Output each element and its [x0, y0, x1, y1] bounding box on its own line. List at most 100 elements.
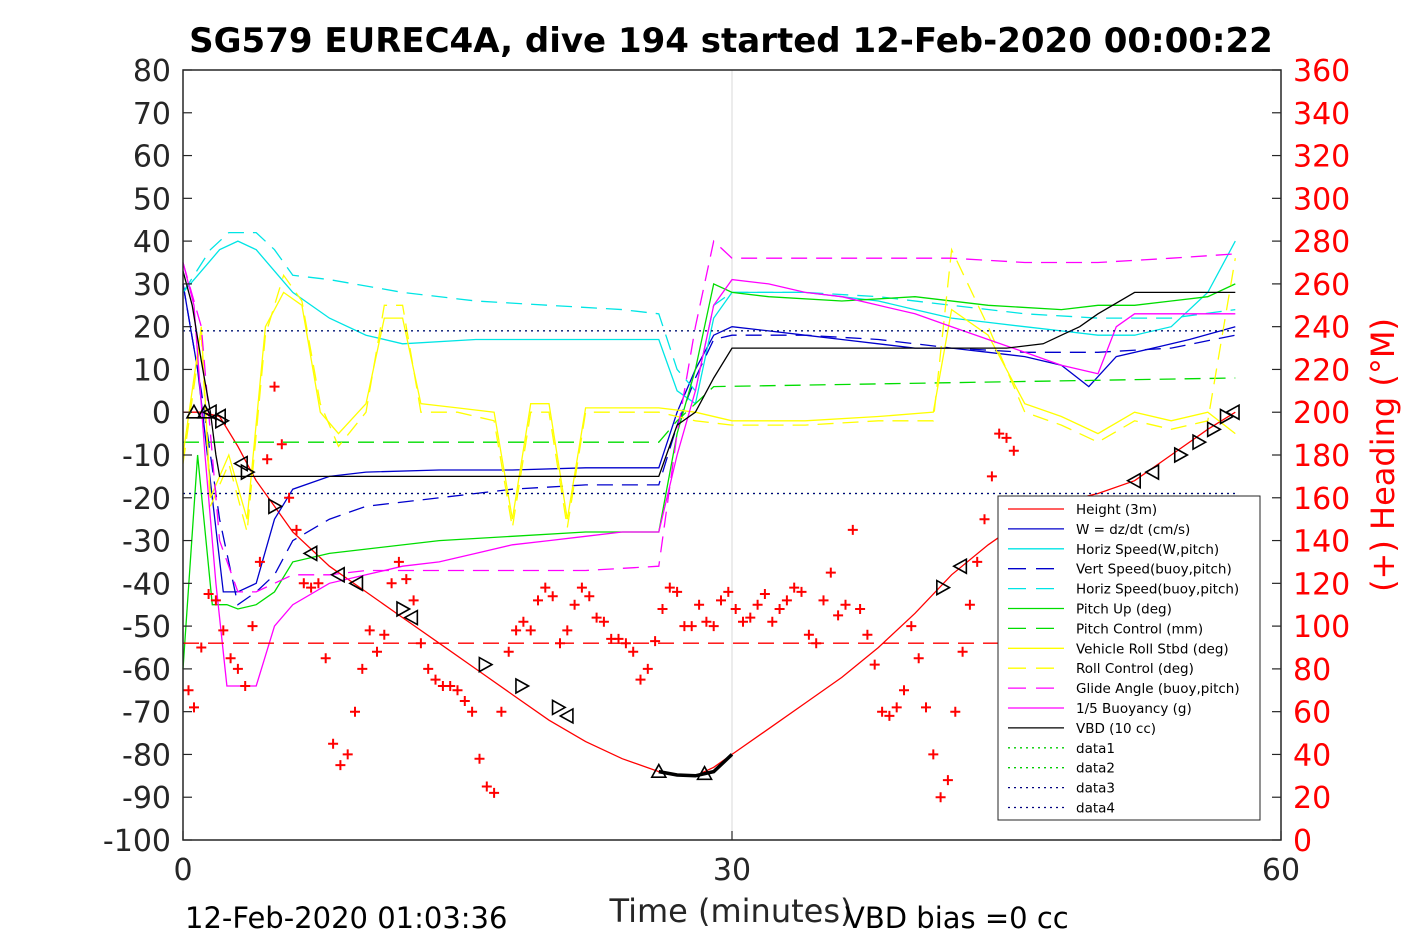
- heading-point: [547, 591, 558, 602]
- heading-point: [642, 663, 653, 674]
- heading-point: [994, 428, 1005, 439]
- left-tick-label: 20: [133, 311, 171, 346]
- event-marker-triangle-right: [551, 699, 567, 716]
- footer-timestamp: 12-Feb-2020 01:03:36: [185, 901, 507, 935]
- heading-point: [474, 753, 485, 764]
- heading-point: [408, 595, 419, 606]
- heading-point: [598, 616, 609, 627]
- series-roll-control-deg: [182, 247, 1236, 533]
- legend-entry-label: Vert Speed(buoy,pitch): [1076, 562, 1232, 578]
- legend: Height (3m) W = dz/dt (cm/s) Horiz Speed(W…: [997, 495, 1261, 821]
- left-tick-label: -80: [122, 738, 171, 773]
- event-marker-triangle-right: [1173, 446, 1189, 464]
- y-axis-right-label: (+) Heading (°M): [1364, 318, 1402, 592]
- heading-point: [759, 589, 770, 599]
- heading-point: [701, 616, 712, 627]
- heading-point: [1008, 445, 1019, 456]
- heading-point: [335, 760, 346, 771]
- series-layer: [182, 231, 1236, 778]
- event-marker-triangle-right: [1192, 433, 1208, 451]
- heading-point: [284, 492, 295, 503]
- left-tick-label: -70: [122, 696, 171, 731]
- legend-entry-label: data4: [1076, 801, 1115, 817]
- heading-point: [986, 471, 997, 482]
- heading-point: [723, 586, 734, 597]
- heading-point: [189, 702, 199, 713]
- heading-point: [942, 775, 953, 786]
- heading-point: [481, 781, 492, 792]
- heading-point: [496, 706, 507, 717]
- legend-entry-label: Height (3m): [1076, 502, 1157, 518]
- heading-point: [276, 439, 287, 450]
- heading-point: [957, 646, 968, 657]
- heading-point: [320, 653, 331, 664]
- left-tick-label: 80: [133, 54, 171, 89]
- event-marker-triangle-up: [650, 762, 668, 778]
- heading-point: [232, 663, 243, 674]
- heading-point: [708, 621, 719, 632]
- left-tick-label: 70: [133, 97, 171, 132]
- heading-point: [613, 633, 624, 644]
- right-tick-label: 260: [1293, 268, 1350, 303]
- left-tick-label: 30: [133, 268, 171, 303]
- left-tick-label: -90: [122, 781, 171, 816]
- right-tick-label: 200: [1293, 396, 1350, 431]
- heading-point: [423, 663, 434, 674]
- heading-point: [240, 681, 251, 691]
- left-tick-label: 0: [152, 396, 171, 431]
- heading-point: [210, 595, 221, 606]
- left-tick-label: 40: [133, 225, 171, 260]
- heading-point: [767, 616, 778, 627]
- heading-point: [921, 702, 931, 713]
- heading-point: [291, 524, 302, 535]
- heading-point: [393, 556, 404, 567]
- x-tick-label: 0: [173, 853, 192, 888]
- heading-point: [847, 524, 858, 535]
- left-tick-label: -20: [122, 482, 171, 517]
- legend-entry-label: data2: [1076, 761, 1115, 777]
- right-tick-label: 40: [1293, 738, 1331, 773]
- event-marker-triangle-right: [240, 463, 256, 481]
- left-tick-label: -50: [122, 610, 171, 645]
- x-axis-label: Time (minutes): [609, 892, 853, 930]
- event-marker-triangle-left: [952, 557, 968, 575]
- left-tick-label: -60: [122, 653, 171, 688]
- heading-point: [591, 612, 602, 623]
- heading-point: [738, 616, 748, 627]
- series-vbd-10-cc: [182, 270, 1236, 478]
- right-tick-label: 360: [1293, 54, 1350, 89]
- heading-point: [657, 604, 668, 614]
- heading-point: [635, 674, 646, 685]
- left-tick-label: 60: [133, 140, 171, 175]
- event-marker-triangle-right: [396, 600, 412, 618]
- heading-point: [884, 710, 895, 721]
- heading-point: [928, 749, 939, 760]
- heading-point: [518, 616, 529, 627]
- right-tick-label: 120: [1293, 567, 1350, 602]
- heading-point: [218, 625, 229, 636]
- legend-entry-label: data3: [1076, 781, 1115, 797]
- heading-point: [525, 625, 536, 636]
- left-tick-label: -100: [103, 824, 171, 859]
- heading-point: [694, 599, 705, 610]
- right-tick-label: 140: [1293, 525, 1350, 560]
- event-marker-triangle-right: [478, 656, 494, 673]
- legend-box: [997, 495, 1261, 821]
- right-tick-label: 0: [1293, 824, 1312, 859]
- heading-point: [247, 621, 258, 632]
- heading-point: [796, 586, 807, 597]
- event-marker-triangle-left: [329, 566, 345, 584]
- event-marker-triangle-left: [1224, 403, 1240, 421]
- heading-point: [833, 610, 844, 621]
- heading-point: [203, 589, 214, 599]
- heading-point: [825, 567, 836, 578]
- series-horiz-speed-w-pitch: [182, 240, 1236, 405]
- heading-point: [298, 578, 309, 589]
- heading-point: [716, 595, 726, 606]
- right-tick-label: 300: [1293, 182, 1350, 217]
- heading-point: [328, 738, 339, 749]
- heading-point: [511, 625, 522, 636]
- heading-point: [540, 582, 551, 593]
- right-tick-label: 160: [1293, 482, 1350, 517]
